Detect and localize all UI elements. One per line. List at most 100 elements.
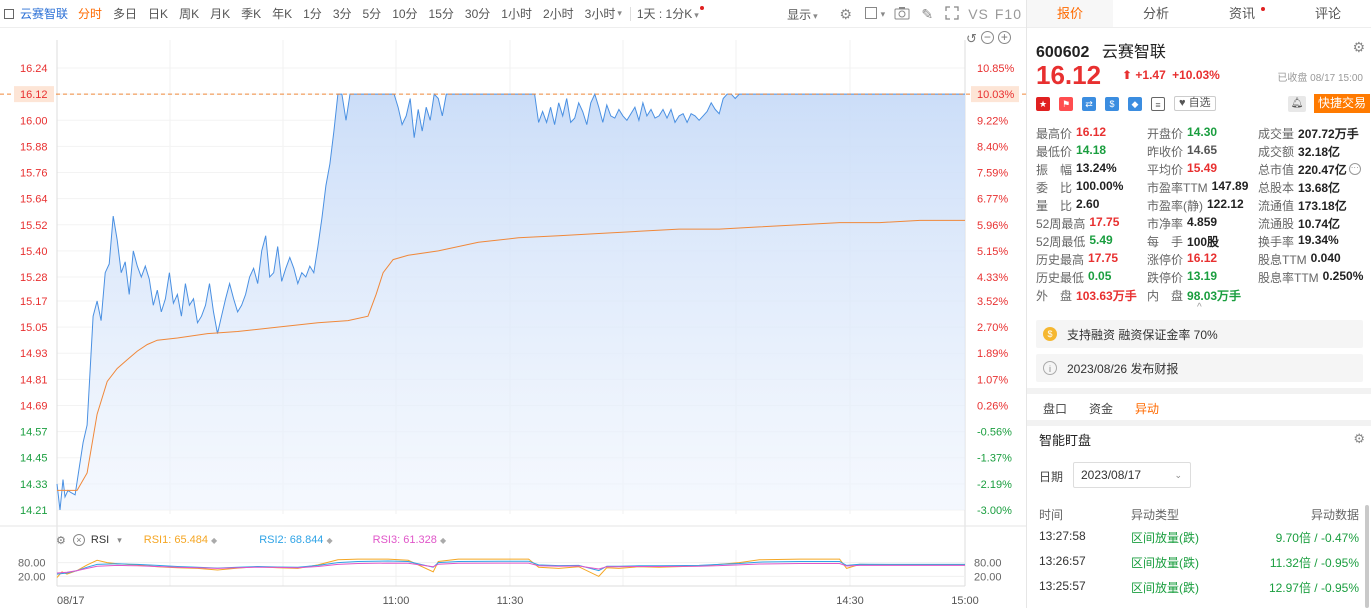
- period-tab[interactable]: 分时: [78, 7, 103, 21]
- section-divider: [1027, 388, 1371, 394]
- tab-quote[interactable]: 报价: [1027, 0, 1113, 27]
- price-line[interactable]: [56, 92, 965, 511]
- stat-cell: 52周最高 17.75: [1036, 215, 1147, 232]
- avg-price-line[interactable]: [57, 219, 965, 491]
- x-tick-label: 11:00: [383, 595, 410, 607]
- dollar-icon[interactable]: $: [1105, 96, 1119, 111]
- period-tab[interactable]: 周K: [179, 7, 200, 21]
- stat-value: 0.040: [1310, 250, 1341, 265]
- quick-trade-button[interactable]: 快捷交易: [1314, 94, 1370, 113]
- stat-label: 市盈率TTM: [1147, 180, 1208, 195]
- alert-type: 区间放量(跌): [1131, 581, 1199, 595]
- y-tick-label: 14.45: [20, 453, 48, 465]
- y-tick-label: 15.40: [20, 246, 48, 258]
- stat-cell: 昨收价 14.65: [1147, 143, 1258, 160]
- chevron-down-icon[interactable]: ▾: [617, 8, 622, 18]
- display-dropdown[interactable]: 显示 ▾: [787, 7, 818, 22]
- chevron-down-icon[interactable]: ▾: [880, 8, 886, 19]
- stat-label: 股息TTM: [1258, 252, 1307, 267]
- pct-tick-label: 3.52%: [977, 296, 1008, 308]
- shuffle-icon[interactable]: ⇄: [1082, 96, 1096, 111]
- tab-news[interactable]: 资讯: [1199, 0, 1285, 27]
- y-tick-label: 15.28: [20, 272, 48, 284]
- period-tab[interactable]: 月K: [210, 7, 231, 21]
- zoom-out-icon[interactable]: −: [980, 31, 994, 44]
- fullscreen-icon[interactable]: [944, 6, 960, 22]
- compare-vs-button[interactable]: VS: [968, 6, 989, 22]
- stock-name-link[interactable]: 云赛智联: [20, 7, 69, 21]
- chart-canvas[interactable]: 16.24 10.85% 16.12 10.03% 16.00 9.22% 15.88 8.4…: [0, 28, 1026, 608]
- rsi-line-rsi2[interactable]: [56, 560, 965, 575]
- period-tab[interactable]: 1小时: [501, 7, 532, 21]
- tag-icon[interactable]: ◆: [1128, 96, 1142, 111]
- period-tab[interactable]: 30分: [464, 7, 491, 21]
- period-tab[interactable]: 10分: [392, 7, 418, 21]
- pct-tick-label: 2.70%: [977, 322, 1008, 334]
- tab-analysis[interactable]: 分析: [1142, 6, 1169, 21]
- intraday-chart[interactable]: 16.24 10.85% 16.12 10.03% 16.00 9.22% 15.88 8.4…: [0, 28, 1026, 608]
- y-tick-label: 15.76: [20, 168, 48, 180]
- reset-icon[interactable]: ↺: [966, 31, 977, 46]
- limit-pct-highlight: [971, 86, 1019, 103]
- date-select[interactable]: 2023/08/17 ⌄: [1073, 462, 1191, 488]
- checkbox-icon[interactable]: [863, 6, 879, 22]
- period-tab[interactable]: 1分: [303, 7, 322, 21]
- tab-capital[interactable]: 资金: [1089, 402, 1114, 416]
- bell-icon[interactable]: 🔔︎: [1288, 96, 1306, 112]
- f10-button[interactable]: F10: [994, 6, 1022, 22]
- pct-tick-label: -1.37%: [977, 453, 1012, 465]
- pct-tick-label: 1.89%: [977, 348, 1008, 360]
- period-tab[interactable]: 日K: [148, 7, 169, 21]
- period-tab[interactable]: 15分: [428, 7, 454, 21]
- add-watchlist-button[interactable]: ♥ 自选: [1174, 96, 1216, 111]
- gear-icon[interactable]: ⚙: [1353, 431, 1365, 446]
- scrollbar[interactable]: [1365, 505, 1369, 608]
- camera-icon[interactable]: [894, 6, 910, 22]
- combo-selector[interactable]: 1天 : 1分K ▾: [637, 5, 704, 22]
- margin-text: 支持融资 融资保证金率 70%: [1067, 327, 1218, 342]
- stat-cell: 股息率TTM 0.250%: [1258, 269, 1370, 286]
- period-tab[interactable]: 年K: [272, 7, 293, 21]
- gear-icon[interactable]: ⚙: [839, 6, 852, 22]
- document-icon[interactable]: ≡: [1151, 96, 1165, 111]
- period-tab[interactable]: 季K: [241, 7, 262, 21]
- runner-icon[interactable]: ⚑: [1059, 96, 1073, 111]
- x-tick-label: 08/17: [57, 595, 85, 607]
- gear-icon[interactable]: ⚙: [56, 534, 66, 547]
- zoom-in-icon[interactable]: +: [997, 31, 1011, 44]
- period-tab[interactable]: 2小时: [542, 7, 574, 21]
- stat-value: 4.859: [1187, 214, 1218, 229]
- stat-cell: 流通股 10.74亿: [1258, 215, 1370, 232]
- tab-alerts[interactable]: 异动: [1135, 402, 1160, 416]
- chevron-down-icon: ▾: [813, 10, 818, 21]
- tab-comments[interactable]: 评论: [1314, 6, 1341, 21]
- close-icon[interactable]: ×: [72, 534, 85, 546]
- period-tab[interactable]: 5分: [362, 7, 382, 21]
- stat-value: 13.24%: [1076, 160, 1117, 175]
- tab-order-book[interactable]: 盘口: [1043, 402, 1068, 416]
- rsi-line-rsi3[interactable]: [56, 562, 965, 574]
- pct-tick-label: 6.77%: [977, 194, 1008, 206]
- period-tab[interactable]: 多日: [113, 7, 138, 21]
- period-tab[interactable]: 3分: [332, 7, 352, 21]
- more-icon[interactable]: ···: [1348, 162, 1361, 175]
- stats-row: 最高价 16.12 开盘价 14.30 成交量 207.72万手: [1036, 124, 1370, 142]
- stat-cell: 平均价 15.49: [1147, 161, 1258, 178]
- stats-row: 量 比 2.60 市盈率(静) 122.12 流通值 173.18亿: [1036, 196, 1370, 214]
- gear-icon[interactable]: ⚙: [1352, 39, 1365, 55]
- report-info[interactable]: i 2023/08/26 发布财报: [1036, 354, 1363, 382]
- chevron-up-icon[interactable]: ^: [1197, 302, 1202, 313]
- stat-cell: 总市值 220.47亿 ···: [1258, 161, 1370, 178]
- y-tick-label: 14.93: [20, 348, 48, 360]
- pencil-icon[interactable]: ✎: [921, 6, 934, 22]
- stat-cell: 总股本 13.68亿: [1258, 179, 1370, 196]
- panel-toggle-icon[interactable]: [4, 8, 14, 19]
- margin-info[interactable]: $ 支持融资 融资保证金率 70%: [1036, 320, 1363, 348]
- period-tab[interactable]: 3小时: [584, 7, 616, 21]
- rsi-label[interactable]: RSI: [90, 534, 110, 546]
- stat-cell: 流通值 173.18亿: [1258, 197, 1370, 214]
- chevron-down-icon[interactable]: ▾: [117, 534, 122, 545]
- alert-type: 区间放量(跌): [1131, 556, 1199, 570]
- stat-cell: 外 盘 103.63万手: [1036, 287, 1147, 304]
- pct-tick-label: -0.56%: [977, 427, 1012, 439]
